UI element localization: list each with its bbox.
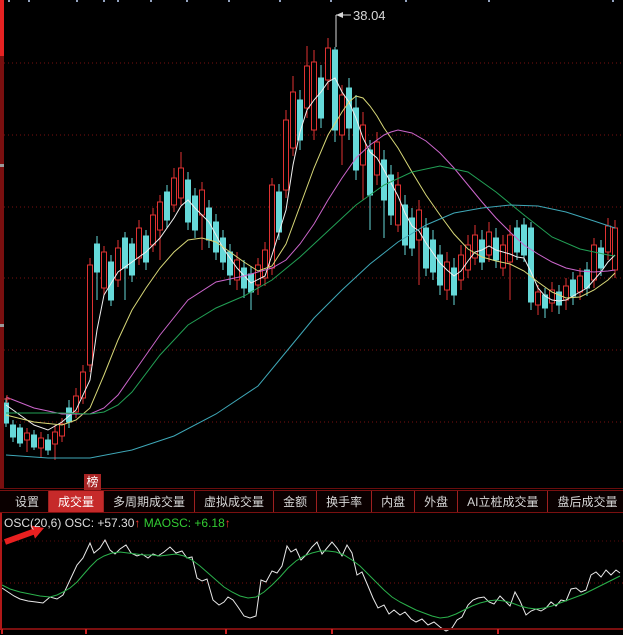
tab-xuni-chengjiaoliang[interactable]: 虚拟成交量: [195, 491, 275, 512]
osc-axis: [0, 628, 623, 634]
chart-left-border-highlight: [0, 0, 4, 56]
chart-bottom-border: [0, 488, 623, 489]
maosc-value: MAOSC: +6.18: [140, 516, 225, 530]
tab-waipan[interactable]: 外盘: [415, 491, 459, 512]
maosc-up-arrow: ↑: [224, 516, 231, 530]
tab-chengjiaoliang[interactable]: 成交量: [49, 491, 105, 512]
left-border-tick: [0, 324, 4, 327]
chart-left-border: [0, 0, 4, 489]
indicator-tab-bar: 设置成交量多周期成交量虚拟成交量金额换手率内盘外盘AI立桩成交量盘后成交量市盈率…: [0, 490, 623, 513]
ranking-tag[interactable]: 榜: [84, 474, 101, 490]
svg-text:38.04: 38.04: [353, 8, 386, 23]
left-marker-cross: [3, 395, 11, 403]
price-annotation: 38.04: [335, 8, 386, 47]
tab-huanshoulv[interactable]: 换手率: [317, 491, 373, 512]
osc-lines-group: [1, 538, 621, 632]
top-dots: [8, 0, 614, 2]
ma-lines-group: [5, 77, 616, 459]
osc-value: OSC: +57.30: [61, 516, 135, 530]
main-price-chart[interactable]: 38.04: [0, 0, 623, 490]
tab-jine[interactable]: 金额: [274, 491, 318, 512]
osc-up-arrow: ↑: [134, 516, 141, 530]
tab-panhou-chengjiaoliang[interactable]: 盘后成交量: [548, 491, 623, 512]
tab-ai-lizhuang-chengjiaoliang[interactable]: AI立桩成交量: [458, 491, 549, 512]
left-border-tick: [0, 164, 4, 167]
candles-group: [3, 38, 618, 460]
osc-indicator-name[interactable]: OSC(20,6): [4, 516, 62, 530]
tab-shezhi[interactable]: 设置: [6, 491, 50, 512]
annotation-arrow-icon: [4, 525, 44, 545]
tab-duozhouqi-chengjiaoliang[interactable]: 多周期成交量: [104, 491, 196, 512]
osc-readout-row: OSC(20,6) OSC: +57.30↑ MAOSC: +6.18↑: [4, 516, 231, 530]
tab-neipan[interactable]: 内盘: [372, 491, 416, 512]
osc-indicator-chart[interactable]: [0, 513, 623, 635]
